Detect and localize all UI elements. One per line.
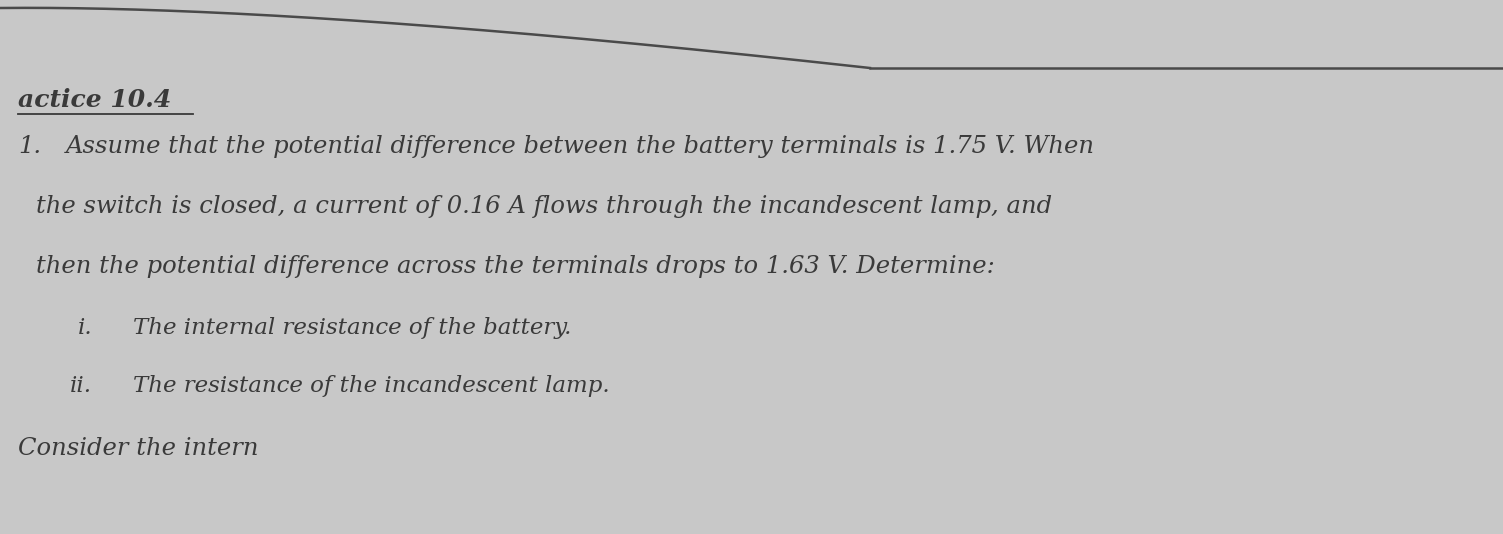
Text: the switch is closed, a current of 0.16 A flows through the incandescent lamp, a: the switch is closed, a current of 0.16 … [36,195,1052,218]
Text: then the potential difference across the terminals drops to 1.63 V. Determine:: then the potential difference across the… [36,255,995,278]
Text: Assume that the potential difference between the battery terminals is 1.75 V. Wh: Assume that the potential difference bet… [66,135,1096,158]
Text: 1.: 1. [18,135,41,158]
Text: ii.: ii. [71,375,92,397]
Text: i.: i. [78,317,93,339]
Text: The internal resistance of the battery.: The internal resistance of the battery. [132,317,571,339]
Text: The resistance of the incandescent lamp.: The resistance of the incandescent lamp. [132,375,610,397]
Text: actice 10.4: actice 10.4 [18,88,171,112]
Text: Consider the intern: Consider the intern [18,437,259,460]
